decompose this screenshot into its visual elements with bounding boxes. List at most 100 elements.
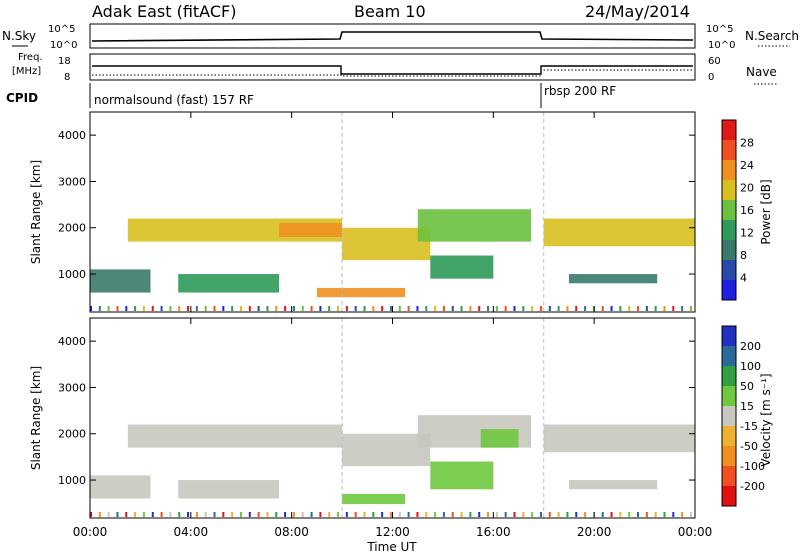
velocity-near-range-echo	[513, 512, 516, 517]
velocity-near-range-echo	[354, 512, 357, 517]
power-near-range-echo	[107, 306, 110, 311]
sky-left-tick-top: 10^5	[48, 24, 75, 35]
power-near-range-echo	[134, 306, 137, 311]
velocity-near-range-echo	[628, 512, 631, 517]
velocity-colorbar-segment	[722, 346, 736, 366]
power-near-range-echo	[681, 306, 684, 311]
velocity-near-range-echo	[275, 512, 278, 517]
power-y-axis: 1000 2000 3000 4000	[58, 129, 695, 281]
sky-left-label: N.Sky	[2, 29, 36, 43]
velocity-near-range-echo	[363, 512, 366, 517]
velocity-near-range-echo	[654, 512, 657, 517]
power-near-range-echo	[372, 306, 375, 311]
power-near-range-echo	[619, 306, 622, 311]
power-colorbar: 28 24 20 16 12 8 4	[721, 119, 754, 301]
power-colorbar-segment	[722, 180, 736, 200]
power-near-range-echo	[363, 306, 366, 311]
velocity-near-range-echo	[425, 512, 428, 517]
velocity-near-range-echo	[328, 512, 331, 517]
velocity-near-range-echo	[610, 512, 613, 517]
power-y-tick-label: 3000	[58, 175, 86, 188]
velocity-near-range-echo	[434, 512, 437, 517]
nave-label: Nave	[746, 65, 777, 79]
sky-right-label: N.Search	[745, 29, 799, 43]
velocity-colorbar-segment	[722, 426, 736, 446]
power-near-range-echo	[292, 306, 295, 311]
velocity-colorbar-segment	[722, 446, 736, 466]
power-near-range-echo	[610, 306, 613, 311]
power-echo-band	[342, 227, 431, 261]
power-near-range-echo	[504, 306, 507, 311]
velocity-near-range-echo	[248, 512, 251, 517]
power-near-range-echo	[248, 306, 251, 311]
velocity-colorbar-segment	[722, 386, 736, 406]
velocity-colorbar-segment	[722, 466, 736, 486]
power-near-range-echo	[213, 306, 216, 311]
velocity-near-range-echo	[637, 512, 640, 517]
velocity-colorbar-tick-label: -15	[740, 420, 758, 433]
x-tick-label: 00:00	[73, 525, 108, 539]
power-near-range-echo	[628, 306, 631, 311]
time-x-axis: 00:00 04:00 08:00 12:00 16:00 20:00 00:00	[73, 112, 712, 539]
velocity-near-range-echo	[231, 512, 234, 517]
power-near-range-echo	[310, 306, 313, 311]
power-colorbar-segment	[722, 140, 736, 160]
power-near-range-echo	[125, 306, 128, 311]
power-near-range-echo	[584, 306, 587, 311]
velocity-near-range-echo	[195, 512, 198, 517]
power-colorbar-tick-label: 24	[740, 159, 754, 172]
velocity-near-range-echo	[663, 512, 666, 517]
velocity-colorbar-tick-label: -200	[740, 480, 765, 493]
freq-label-1: Freq.	[18, 52, 43, 63]
power-near-range-echo	[381, 306, 384, 311]
velocity-near-range-echo	[266, 512, 269, 517]
velocity-echo-band	[480, 429, 519, 448]
velocity-data-layer	[90, 318, 695, 518]
power-colorbar-segment	[722, 260, 736, 280]
velocity-near-range-echo	[151, 512, 154, 517]
power-near-range-echo	[257, 306, 260, 311]
power-near-range-echo	[451, 306, 454, 311]
cpid-segment-1: normalsound (fast) 157 RF	[94, 93, 254, 107]
freq-tick-bottom: 8	[64, 72, 70, 83]
velocity-near-range-echo	[187, 512, 190, 517]
velocity-y-tick-label: 4000	[58, 335, 86, 348]
power-colorbar-tick-label: 12	[740, 227, 754, 240]
x-tick-label: 04:00	[174, 525, 209, 539]
velocity-echo-band	[342, 493, 406, 505]
power-near-range-echo	[637, 306, 640, 311]
x-tick-label: 20:00	[577, 525, 612, 539]
power-echo-band	[316, 287, 406, 298]
power-near-range-echo	[566, 306, 569, 311]
velocity-colorbar-label: Velocity [m s⁻¹]	[759, 373, 773, 466]
velocity-near-range-echo	[310, 512, 313, 517]
sky-left-tick-bottom: 10^0	[50, 40, 77, 51]
power-near-range-echo	[151, 306, 154, 311]
velocity-near-range-echo	[345, 512, 348, 517]
velocity-near-range-echo	[575, 512, 578, 517]
velocity-near-range-echo	[292, 512, 295, 517]
velocity-colorbar-frame	[721, 325, 737, 507]
power-echo-band	[543, 218, 695, 247]
power-echo-band	[417, 209, 532, 242]
power-near-range-echo	[239, 306, 242, 311]
power-near-range-echo	[345, 306, 348, 311]
velocity-echo-band	[178, 480, 280, 499]
velocity-echo-band	[127, 424, 343, 448]
velocity-echo-band	[342, 433, 431, 467]
velocity-near-range-echo	[372, 512, 375, 517]
velocity-near-range-echo	[257, 512, 260, 517]
power-near-range-echo	[90, 306, 92, 311]
power-colorbar-label: Power [dB]	[759, 179, 773, 244]
nave-tick-top: 60	[708, 56, 721, 67]
velocity-near-range-echo	[90, 512, 92, 517]
power-near-range-echo	[160, 306, 163, 311]
power-near-range-echo	[487, 306, 490, 311]
velocity-colorbar-tick-label: -50	[740, 440, 758, 453]
power-near-range-echo	[116, 306, 119, 311]
velocity-near-range-echo	[134, 512, 137, 517]
power-near-range-echo	[442, 306, 445, 311]
velocity-near-range-echo	[381, 512, 384, 517]
power-near-range-echo	[645, 306, 648, 311]
